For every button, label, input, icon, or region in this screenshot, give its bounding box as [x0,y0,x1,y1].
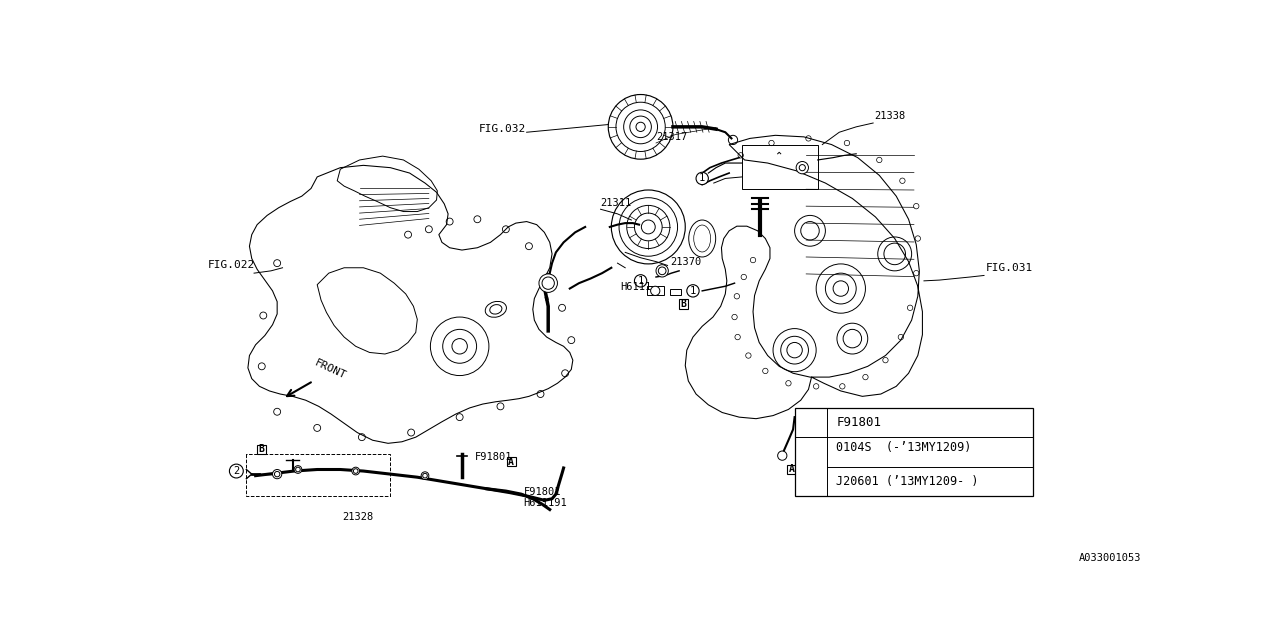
Text: H6111: H6111 [621,282,652,292]
Circle shape [796,161,809,174]
Circle shape [421,472,429,479]
Circle shape [539,274,558,292]
Text: 2: 2 [233,466,239,476]
Text: 21370: 21370 [669,257,701,268]
Text: 1: 1 [808,417,814,428]
Text: 0104S  (-’13MY1209): 0104S (-’13MY1209) [836,442,972,454]
Bar [507,457,516,467]
Circle shape [229,464,243,478]
Bar [257,445,266,454]
Text: FIG.022: FIG.022 [207,260,255,270]
Bar [669,289,681,296]
Text: 21338: 21338 [874,111,906,121]
Circle shape [273,470,282,479]
Text: F91801: F91801 [836,416,881,429]
Circle shape [650,286,660,296]
Circle shape [804,460,818,474]
Bar [646,286,664,296]
Text: A: A [788,465,795,474]
Text: A: A [508,457,515,467]
Bar [742,145,818,189]
Text: 2: 2 [808,462,814,472]
Circle shape [635,275,646,287]
Circle shape [657,265,668,277]
Text: 21317: 21317 [657,132,687,142]
Circle shape [687,285,699,297]
Bar [795,408,1033,497]
Circle shape [352,467,360,475]
Text: F91801: F91801 [524,487,561,497]
Text: 1: 1 [690,286,696,296]
Text: 21328: 21328 [342,511,372,522]
Circle shape [804,415,818,429]
Circle shape [696,172,708,184]
Bar [680,300,689,308]
Text: FIG.031: FIG.031 [986,263,1033,273]
Text: 21311: 21311 [600,198,632,208]
Bar [787,465,796,474]
Text: B: B [259,444,265,454]
Text: 1: 1 [637,276,644,286]
Text: 1: 1 [699,173,705,184]
Text: F91801: F91801 [475,452,512,462]
Text: A033001053: A033001053 [1079,554,1140,563]
Text: H611191: H611191 [524,499,567,508]
Text: J20601 (’13MY1209- ): J20601 (’13MY1209- ) [836,475,979,488]
Circle shape [778,451,787,460]
Text: B: B [681,299,686,309]
Text: FRONT: FRONT [314,358,348,381]
Circle shape [294,466,302,474]
Text: FIG.032: FIG.032 [479,124,526,134]
